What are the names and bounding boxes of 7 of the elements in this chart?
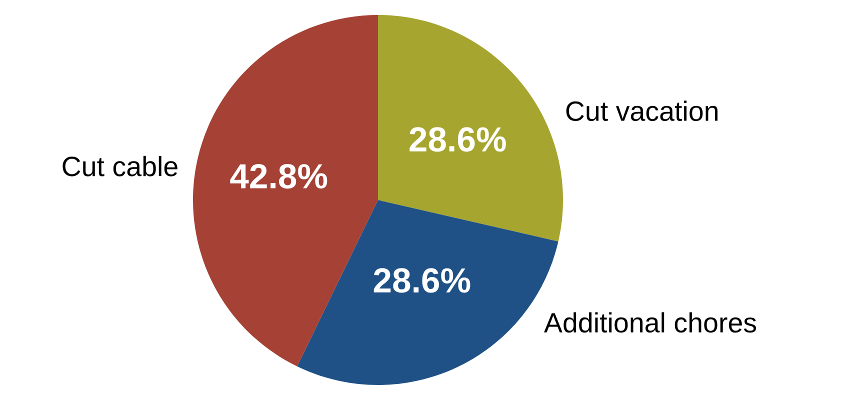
data-label: 28.6%: [410, 127, 506, 152]
data-label: 28.6%: [374, 268, 470, 293]
slice-label: Cut cable: [62, 156, 178, 176]
slice-label: Additional chores: [544, 312, 756, 333]
data-label: 42.8%: [230, 164, 328, 189]
slice-label: Cut vacation: [566, 100, 718, 122]
pie-slice: [378, 14, 564, 242]
